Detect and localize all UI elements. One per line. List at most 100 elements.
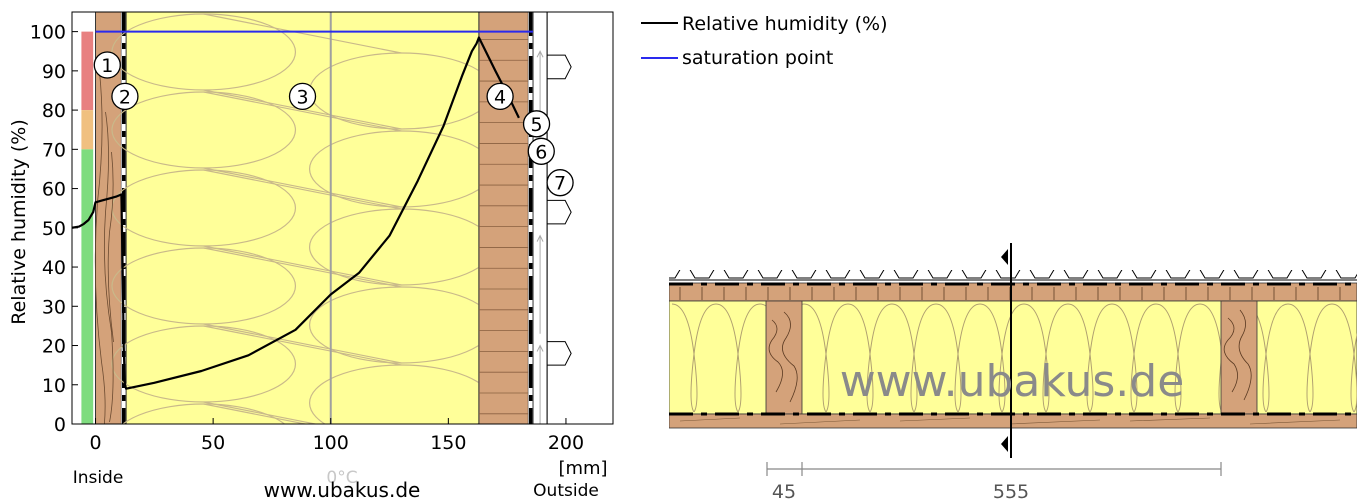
roofing-crest [547,199,572,225]
layer-numbers: 12 3 4 5 67 [93,51,574,197]
y-tick-label: 40 [42,257,66,279]
cross-section-drawing: www.ubakus.de 45 555 [669,243,1357,501]
inside-label: Inside [73,468,124,488]
y-tick-label: 10 [42,375,66,397]
insulation-fold [671,303,717,413]
comfort-zone-orange [81,110,94,150]
section-dimension-line [766,462,1222,476]
layer-badge-1: 1 [93,51,121,79]
y-tick-label: 50 [42,218,66,240]
y-axis-label: Relative humidity (%) [8,119,30,324]
wall-layers [94,12,572,424]
roofing-crest [547,341,572,366]
humidity-line [72,36,520,390]
y-tick-label: 90 [42,61,66,83]
comfort-zone-green [81,149,94,425]
air-flow-arrow [536,344,544,424]
layer-badge-circle [546,169,574,197]
insulation-fold [1155,303,1201,413]
layer-badge-circle [288,82,317,111]
layer-badge-text: 1 [101,55,113,77]
air-flow-arrow [536,234,544,334]
legend-saturation-label: saturation point [682,47,833,69]
humidity-chart: 12 3 4 5 67 0 10 20 30 40 50 60 70 80 90 100 0 50 100 150… [8,11,614,501]
roofing-profile [546,12,572,424]
layer-badge-circle [486,82,514,111]
x-axis-ticks: 0 50 100 150 200 [89,418,584,454]
section-bottom-board [669,413,1357,429]
insulation-strand [203,247,402,288]
section-watermark: www.ubakus.de [840,356,1185,407]
insulation-strand [203,401,319,424]
insulation-fold [1111,303,1157,413]
wood-grain-lines [94,71,114,424]
layer-badge-3: 3 [288,82,317,111]
comfort-zone-red [81,31,94,111]
section-top-boards [669,282,1357,302]
section-cut-arrow-bottom [1001,436,1008,452]
section-rafter-left [765,300,803,415]
layer-badge-2: 2 [111,82,139,111]
y-tick-label: 0 [54,414,66,436]
layer-badge-text: 3 [296,86,308,108]
insulation-fold [715,303,761,413]
y-tick-label: 20 [42,336,66,358]
insulation-fold [979,303,1025,413]
plot-frame [71,11,614,425]
layer-2-membrane [121,12,127,424]
insulation-strand [203,167,402,208]
insulation-strand [203,323,402,364]
insulation-strand [203,169,402,210]
air-arrows [536,50,544,424]
x-axis-unit-label: [mm] [558,458,607,479]
insulation-fold [1023,303,1069,413]
chart-watermark: www.ubakus.de [264,478,421,501]
insulation-strand [203,245,402,286]
layer-badge-circle [522,110,551,138]
roofing-profile-line [669,270,1357,279]
layer-badge-text: 4 [494,86,506,108]
layer-badge-text: 5 [531,114,543,136]
insulation-fold [1287,303,1333,413]
insulation-fold [891,303,937,413]
insulation-strand [203,91,402,132]
insulation-fold [935,303,981,413]
layer-badge-text: 6 [535,141,547,163]
y-tick-label: 80 [42,100,66,122]
insulation-strand [203,325,402,366]
section-rafter-right [1220,300,1258,415]
section-bottom-grain [679,417,1341,425]
layer-1-wood [95,12,122,424]
section-board-joints [679,287,1341,300]
layer-badge-circle [527,137,555,165]
section-rafter-grain [768,309,1252,403]
chart-series [72,30,534,390]
layer-3-insulation [125,12,480,424]
y-tick-label: 60 [42,179,66,201]
dimension-555: 555 [993,481,1029,501]
layer-badge-text: 7 [554,173,566,195]
layer-badge-4: 4 [486,82,514,111]
y-tick-label: 100 [30,22,66,44]
y-tick-label: 30 [42,296,66,318]
layer-badge-7: 7 [546,169,574,197]
legend: Relative humidity (%) saturation point [641,13,887,69]
x-tick-label: 50 [201,432,225,454]
insulation-fold [847,303,893,413]
section-cut-arrow-top [1001,249,1008,265]
legend-humidity-label: Relative humidity (%) [682,13,887,35]
layer-badge-5: 5 [522,110,551,138]
dimension-45: 45 [772,481,796,501]
insulation-fold [1331,303,1357,413]
layer-badge-circle [111,82,139,111]
layer-badge-6: 6 [527,137,555,165]
center-marker-label: 0°C [326,468,357,488]
x-tick-label: 200 [548,432,584,454]
insulation-fold [803,303,849,413]
layer-4-wood [478,12,529,424]
layer-badge-circle [93,51,121,79]
insulation-fold [1067,303,1113,413]
outside-label: Outside [533,481,599,501]
insulation-strand [203,13,402,54]
layer-badge-text: 2 [119,86,131,108]
